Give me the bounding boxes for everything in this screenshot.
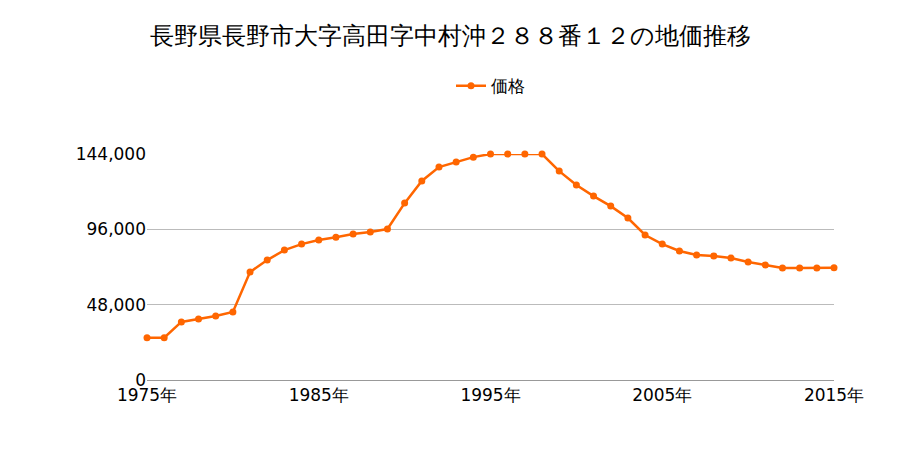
- svg-text:価格: 価格: [491, 76, 525, 96]
- svg-text:2015年: 2015年: [804, 385, 864, 405]
- svg-text:1975年: 1975年: [117, 385, 177, 405]
- svg-text:0: 0: [135, 370, 146, 390]
- svg-text:48,000: 48,000: [87, 295, 146, 315]
- svg-text:144,000: 144,000: [76, 144, 146, 164]
- svg-text:2005年: 2005年: [632, 385, 692, 405]
- svg-text:1985年: 1985年: [289, 385, 349, 405]
- svg-text:96,000: 96,000: [87, 219, 146, 239]
- svg-text:1995年: 1995年: [460, 385, 520, 405]
- svg-text:長野県長野市大字高田字中村沖２８８番１２の地価推移: 長野県長野市大字高田字中村沖２８８番１２の地価推移: [150, 22, 751, 50]
